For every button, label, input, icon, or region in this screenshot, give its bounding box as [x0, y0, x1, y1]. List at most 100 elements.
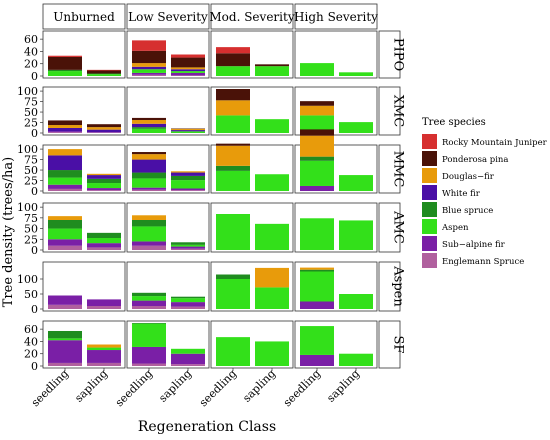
bar-segment-pipo-seedling-aspen	[132, 69, 166, 73]
bar-segment-aspen-seedling-blue-spruce	[216, 274, 250, 279]
bar-segment-sf-seedling-aspen	[216, 337, 250, 366]
bar-segment-pipo-seedling-aspen	[216, 66, 250, 76]
legend-label: White fir	[442, 189, 481, 199]
y-tick-label: 25	[24, 175, 38, 188]
bar-segment-sf-seedling-aspen	[132, 323, 166, 347]
bar-segment-mmc-seedling-ponderosa-pina	[132, 152, 166, 155]
bar-segment-sf-sapling-sub-alpine-fir	[87, 350, 121, 363]
strip-unburned	[42, 3, 126, 30]
strip-label: Low Severity	[128, 10, 208, 24]
bar-segment-aspen-seedling-aspen	[300, 271, 334, 302]
y-tick-label: 50	[24, 106, 38, 119]
row-strip-label: MMC	[391, 151, 406, 188]
bar-segment-xmc-sapling-aspen	[171, 131, 205, 133]
bar-segment-mmc-sapling-aspen	[171, 180, 205, 189]
bar-segment-amc-seedling-aspen	[300, 218, 334, 250]
legend-label: Aspen	[441, 223, 469, 233]
x-tick-label: sapling	[72, 367, 110, 405]
row-strip-pipo	[378, 30, 401, 79]
panel-xmc-low-severity	[126, 86, 210, 136]
y-tick-label: 100	[17, 273, 38, 286]
bar-segment-mmc-sapling-englemann-spruce	[87, 190, 121, 191]
y-tick-label: 0	[31, 303, 38, 316]
row-strip-label: XMC	[391, 95, 406, 128]
bar-segment-aspen-seedling-englemann-spruce	[48, 304, 82, 309]
x-axes: seedling sapling seedling sapling seedling sa…	[29, 367, 362, 409]
y-tick-label: 0	[31, 70, 38, 83]
bar-segment-amc-sapling-sub-alpine-fir	[87, 243, 121, 248]
bar-segment-sf-sapling-englemann-spruce	[87, 362, 121, 366]
bar-segment-xmc-seedling-blue-spruce	[132, 127, 166, 129]
bar-segment-mmc-seedling-douglas-fir	[132, 154, 166, 160]
y-tick-label: 100	[17, 85, 38, 98]
bar-segment-amc-seedling-blue-spruce	[132, 220, 166, 227]
bar-segment-xmc-seedling-aspen	[300, 115, 334, 133]
bar-segment-xmc-sapling-white-fir	[171, 130, 205, 132]
y-tick-label: 75	[24, 154, 38, 167]
bar-segment-pipo-seedling-aspen	[48, 71, 82, 76]
bar-segment-xmc-seedling-ponderosa-pina	[48, 120, 82, 126]
bar-segment-pipo-seedling-white-fir	[132, 66, 166, 70]
y-tick-label: 40	[24, 335, 38, 348]
bar-segment-amc-sapling-aspen	[255, 223, 289, 250]
bar-segment-pipo-seedling-ponderosa-pina	[132, 50, 166, 64]
row-strip-label: SF	[391, 336, 406, 354]
bar-segment-mmc-seedling-blue-spruce	[300, 156, 334, 161]
bar-segment-aspen-sapling-englemann-spruce	[171, 306, 205, 309]
bar-segment-aspen-seedling-aspen	[132, 296, 166, 301]
bar-segment-sf-seedling-aspen	[300, 326, 334, 355]
bar-segment-amc-seedling-douglas-fir	[48, 216, 82, 220]
bar-segment-amc-seedling-aspen	[216, 214, 250, 250]
bar-segment-amc-sapling-englemann-spruce	[87, 247, 121, 250]
bar-segment-xmc-seedling-white-fir	[48, 127, 82, 132]
legend-swatch	[422, 253, 437, 268]
y-tick-label: 100	[17, 143, 38, 156]
legend-label: Douglas−fir	[442, 172, 495, 182]
bar-segment-pipo-sapling-douglas-fir	[171, 67, 205, 70]
bar-segment-xmc-seedling-aspen	[132, 128, 166, 133]
strip-label: Mod. Severity	[209, 10, 294, 24]
legend-label: Ponderosa pina	[442, 155, 508, 165]
bar-segment-xmc-seedling-douglas-fir	[48, 125, 82, 128]
bar-segment-amc-sapling-englemann-spruce	[171, 248, 205, 250]
bar-segment-xmc-seedling-aspen	[216, 115, 250, 133]
bar-segment-aspen-seedling-blue-spruce	[300, 269, 334, 272]
bar-segment-pipo-seedling-douglas-fir	[132, 63, 166, 67]
y-tick-label: 20	[24, 58, 38, 71]
bar-segment-aspen-sapling-aspen	[339, 294, 373, 309]
bar-segment-pipo-sapling-englemann-spruce	[171, 75, 205, 76]
x-tick-label: sapling	[156, 367, 194, 405]
legend-title: Tree species	[422, 117, 486, 128]
bar-segment-aspen-sapling-aspen	[255, 287, 289, 309]
legend-items: Rocky Mountain Juniper Ponderosa pina Doug…	[422, 134, 548, 268]
y-tick-label: 75	[24, 212, 38, 225]
bar-segment-aspen-sapling-sub-alpine-fir	[171, 302, 205, 307]
bar-segment-xmc-sapling-white-fir	[87, 129, 121, 133]
bar-segment-aspen-seedling-blue-spruce	[132, 292, 166, 297]
bar-segment-pipo-seedling-englemann-spruce	[132, 74, 166, 76]
bar-segment-sf-sapling-sub-alpine-fir	[171, 353, 205, 365]
y-tick-label: 60	[24, 323, 38, 336]
bar-segment-amc-seedling-englemann-spruce	[132, 245, 166, 250]
bar-segment-pipo-seedling-aspen	[300, 63, 334, 76]
x-tick-label: sapling	[324, 367, 362, 405]
bar-segment-amc-sapling-blue-spruce	[87, 232, 121, 238]
bar-segment-mmc-seedling-aspen	[300, 160, 334, 186]
bar-segment-pipo-sapling-aspen	[255, 66, 289, 76]
y-tick-label: 0	[31, 127, 38, 140]
bar-segment-mmc-seedling-aspen	[132, 178, 166, 188]
legend-box	[416, 110, 548, 268]
bar-segment-amc-seedling-aspen	[48, 228, 82, 240]
legend-label: Blue spruce	[442, 206, 493, 216]
bar-segment-mmc-seedling-ponderosa-pina	[216, 143, 250, 146]
row-strip-label: AMC	[391, 210, 406, 244]
legend-label: Rocky Mountain Juniper	[442, 138, 548, 148]
bar-segment-mmc-sapling-sub-alpine-fir	[171, 188, 205, 191]
legend-swatch	[422, 202, 437, 217]
bar-segment-amc-sapling-sub-alpine-fir	[171, 246, 205, 249]
y-tick-label: 50	[24, 223, 38, 236]
bar-segment-mmc-seedling-englemann-spruce	[132, 189, 166, 191]
bar-segment-mmc-sapling-aspen	[339, 175, 373, 191]
bar-segment-aspen-seedling-aspen	[216, 279, 250, 309]
